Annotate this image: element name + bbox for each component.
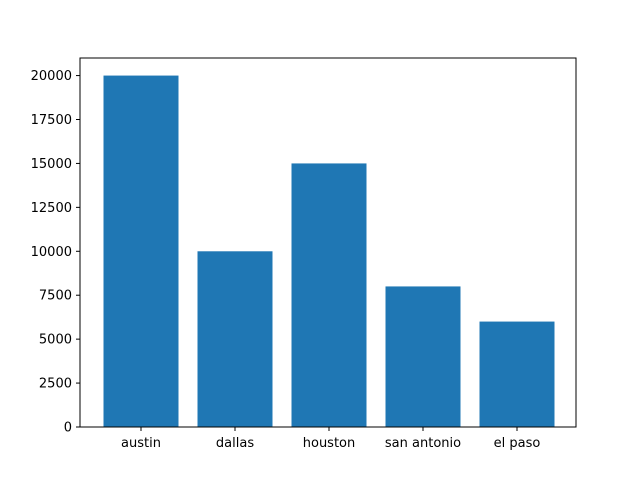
x-tick-label: el paso <box>494 436 541 451</box>
x-tick-label: dallas <box>216 436 254 451</box>
bar-houston <box>291 163 367 427</box>
x-tick-label: austin <box>121 436 161 451</box>
y-tick-label: 10000 <box>31 245 72 260</box>
x-tick-label: houston <box>303 436 356 451</box>
y-tick-label: 5000 <box>39 333 72 348</box>
bars-layer <box>103 75 555 427</box>
y-tick-label: 12500 <box>31 201 72 216</box>
bar-dallas <box>197 251 273 427</box>
ticks-layer: austin dallas houston san antonio el paso 0 25… <box>31 69 541 451</box>
bar-austin <box>103 75 179 427</box>
y-tick-label: 7500 <box>39 289 72 304</box>
y-tick-label: 15000 <box>31 157 72 172</box>
bar-el-paso <box>479 321 555 427</box>
y-tick-label: 2500 <box>39 377 72 392</box>
x-tick-label: san antonio <box>385 436 461 451</box>
y-tick-label: 0 <box>64 421 72 436</box>
bar-san-antonio <box>385 286 461 427</box>
plot-area-frame <box>79 57 577 428</box>
y-tick-label: 17500 <box>31 113 72 128</box>
y-tick-label: 20000 <box>31 69 72 84</box>
